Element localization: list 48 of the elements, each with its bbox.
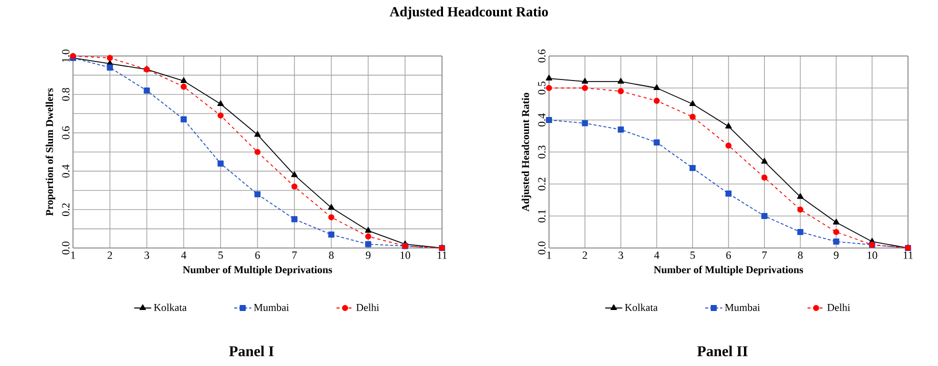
x-tick-label: 10 bbox=[868, 252, 878, 259]
y-tick-label: 0.8 bbox=[62, 88, 70, 101]
x-tick-label: 4 bbox=[654, 252, 660, 259]
legend-label: Delhi bbox=[827, 304, 850, 311]
legend-label: Delhi bbox=[356, 304, 380, 311]
y-tick-label: 0.3 bbox=[538, 146, 546, 158]
y-tick-label: 0.0 bbox=[538, 242, 546, 254]
x-tick-label: 2 bbox=[582, 252, 588, 259]
x-tick-label: 8 bbox=[328, 252, 334, 259]
legend-label: Kolkata bbox=[624, 304, 658, 311]
x-tick-label: 6 bbox=[726, 252, 731, 259]
y-tick-label: 0.2 bbox=[538, 178, 546, 190]
x-tick-label: 9 bbox=[366, 252, 370, 259]
y-tick-label: 0.5 bbox=[538, 82, 546, 94]
y-tick-label: 0.2 bbox=[62, 203, 70, 216]
legend-label: Kolkata bbox=[154, 304, 187, 311]
y-tick-label: 1.0 bbox=[62, 50, 70, 62]
x-tick-label: 2 bbox=[108, 252, 112, 259]
x-tick-label: 5 bbox=[690, 252, 695, 259]
x-tick-label: 1 bbox=[547, 252, 552, 259]
text: Panel I bbox=[229, 346, 274, 356]
x-axis-title: Number of Multiple Deprivations bbox=[654, 266, 804, 276]
y-tick-label: 0.1 bbox=[538, 210, 546, 222]
x-tick-label: 3 bbox=[618, 252, 624, 259]
y-tick-label: 0.4 bbox=[538, 113, 546, 126]
x-tick-label: 9 bbox=[834, 252, 838, 259]
legend-label: Mumbai bbox=[724, 304, 760, 311]
y-axis-title: Proportion of Slum Dwellers bbox=[46, 88, 56, 216]
text: Panel II bbox=[697, 346, 748, 356]
x-tick-label: 8 bbox=[798, 252, 803, 259]
y-axis-title: Adjusted Headcount Ratio bbox=[522, 92, 532, 212]
y-tick-label: 0.4 bbox=[62, 164, 70, 178]
x-tick-label: 7 bbox=[762, 252, 767, 259]
y-tick-label: 0.6 bbox=[62, 126, 70, 140]
x-tick-label: 3 bbox=[144, 252, 150, 259]
x-tick-label: 11 bbox=[904, 252, 913, 259]
x-tick-label: 6 bbox=[255, 252, 260, 259]
x-tick-label: 7 bbox=[292, 252, 297, 259]
x-axis-title: Number of Multiple Deprivations bbox=[182, 266, 332, 276]
y-tick-label: 0.0 bbox=[62, 242, 70, 254]
x-tick-label: 5 bbox=[218, 252, 223, 259]
x-tick-label: 11 bbox=[438, 252, 447, 259]
y-tick-label: 0.6 bbox=[538, 49, 546, 62]
x-tick-label: 1 bbox=[71, 252, 76, 259]
chart-title: Adjusted Headcount Ratio bbox=[390, 6, 548, 20]
x-tick-label: 10 bbox=[400, 252, 410, 259]
x-tick-label: 4 bbox=[181, 252, 186, 259]
legend-label: Mumbai bbox=[254, 304, 289, 311]
